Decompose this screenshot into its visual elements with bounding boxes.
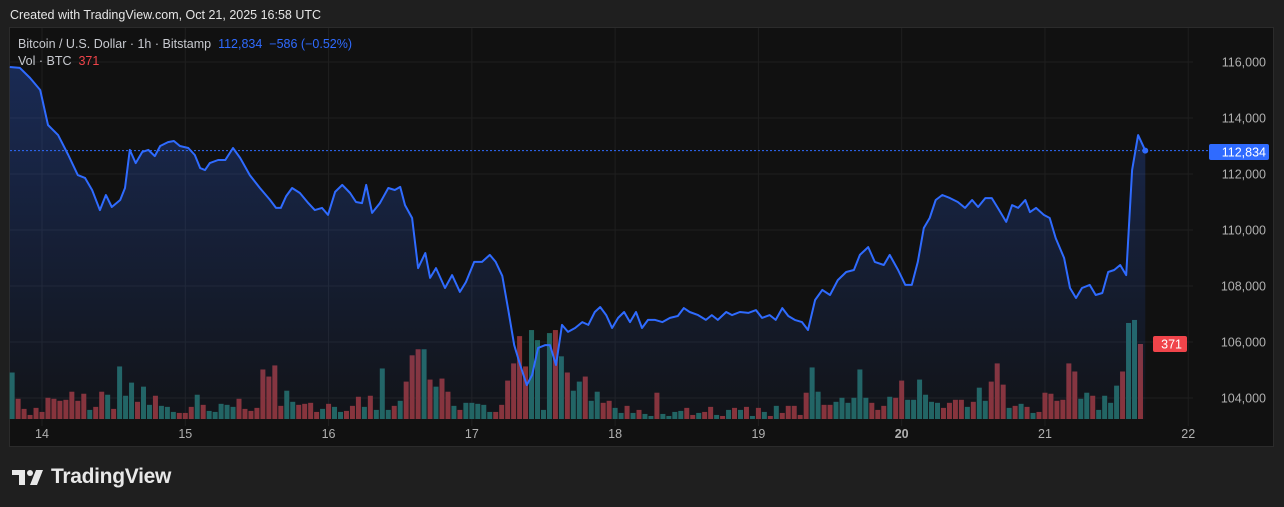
- legend-volume-row[interactable]: Vol · BTC 371: [18, 53, 352, 70]
- time-tick-label: 21: [1038, 427, 1052, 441]
- volume-badge: 371: [1153, 336, 1187, 352]
- time-tick-label: 20: [895, 427, 909, 441]
- price-tick-label: 104,000: [1221, 392, 1266, 406]
- time-axis[interactable]: 14 15 16 17 18 19 20 21 22: [35, 427, 1195, 441]
- price-line: [9, 66, 1147, 387]
- tradingview-wordmark: TradingView: [51, 465, 172, 488]
- price-badge-text: 112,834: [1222, 146, 1266, 160]
- price-tick-label: 110,000: [1222, 224, 1266, 238]
- time-tick-label: 14: [35, 427, 49, 441]
- price-area-fill: [9, 67, 1146, 419]
- last-price-dot: [1142, 147, 1149, 154]
- price-badge: 112,834: [1209, 144, 1269, 160]
- time-tick-label: 17: [465, 427, 479, 441]
- price-change: −586 (−0.52%): [269, 37, 352, 51]
- time-tick-label: 16: [322, 427, 336, 441]
- volume-badge-text: 371: [1161, 338, 1182, 352]
- time-tick-label: 19: [751, 427, 765, 441]
- time-tick-label: 15: [178, 427, 192, 441]
- legend-price-row[interactable]: Bitcoin / U.S. Dollar · 1h · Bitstamp 11…: [18, 36, 352, 53]
- symbol-title[interactable]: Bitcoin / U.S. Dollar · 1h · Bitstamp: [18, 37, 212, 51]
- tradingview-logo[interactable]: TradingView: [12, 465, 171, 489]
- tradingview-logo-icon: [12, 470, 43, 485]
- volume-title[interactable]: Vol · BTC: [18, 54, 72, 68]
- price-tick-label: 112,000: [1222, 168, 1266, 182]
- price-tick-label: 106,000: [1221, 336, 1266, 350]
- price-tick-label: 116,000: [1222, 56, 1266, 70]
- volume-value: 371: [78, 54, 100, 68]
- price-axis[interactable]: 104,000 106,000 108,000 110,000 112,000 114,0…: [1221, 56, 1266, 406]
- chart-legend: Bitcoin / U.S. Dollar · 1h · Bitstamp 11…: [18, 36, 352, 70]
- price-tick-label: 108,000: [1221, 280, 1266, 294]
- created-with-credit: Created with TradingView.com, Oct 21, 20…: [10, 8, 322, 22]
- price-tick-label: 114,000: [1222, 112, 1266, 126]
- time-tick-label: 22: [1181, 427, 1195, 441]
- time-tick-label: 18: [608, 427, 622, 441]
- last-price: 112,834: [218, 37, 263, 51]
